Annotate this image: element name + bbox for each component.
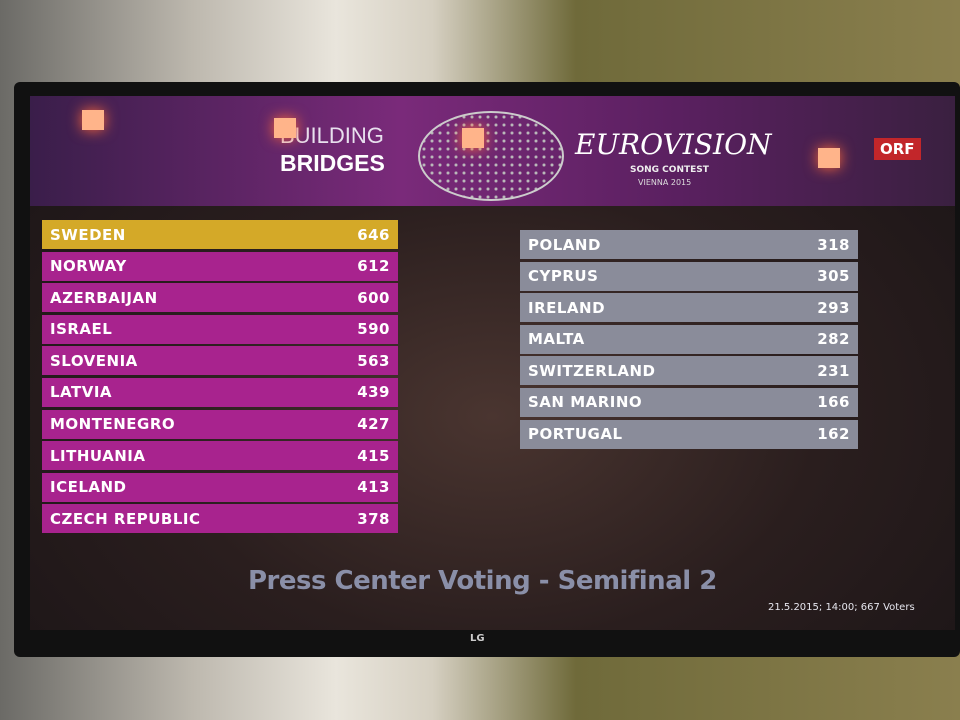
table-row: NORWAY 612 [42, 251, 398, 281]
table-row: SWEDEN 646 [42, 220, 398, 249]
country: SWITZERLAND [528, 361, 656, 380]
table-row: LATVIA 439 [42, 377, 398, 407]
orf-logo: ORF [874, 138, 921, 160]
table-row: MONTENEGRO 427 [42, 409, 398, 439]
country: SAN MARINO [528, 393, 643, 412]
score: 563 [357, 351, 390, 370]
score: 427 [357, 415, 390, 434]
table-row: POLAND 318 [520, 230, 858, 259]
country: NORWAY [50, 257, 127, 276]
table-row: MALTA 282 [520, 324, 858, 354]
country: SLOVENIA [50, 351, 138, 370]
score: 293 [817, 298, 850, 317]
score: 590 [357, 320, 390, 339]
footer-meta: 21.5.2015; 14:00; 667 Voters [768, 602, 915, 613]
song-contest-text: SONG CONTEST [630, 165, 709, 175]
heart-globe-logo [418, 111, 564, 201]
country: MONTENEGRO [50, 415, 176, 434]
country: CYPRUS [528, 267, 599, 286]
table-row: LITHUANIA 415 [42, 441, 398, 471]
table-row: IRELAND 293 [520, 293, 858, 323]
country: LATVIA [50, 383, 113, 402]
table-row: ICELAND 413 [42, 472, 398, 502]
building-text: BUILDING [280, 123, 384, 148]
score: 231 [817, 361, 850, 380]
score: 612 [357, 257, 390, 276]
right-results-table: POLAND 318 CYPRUS 305 IRELAND 293 MALTA 282 … [520, 230, 858, 451]
table-row: SLOVENIA 563 [42, 346, 398, 376]
bridges-text: BRIDGES [280, 150, 385, 176]
eurovision-logo: EUROVISION [575, 128, 772, 161]
table-row: SAN MARINO 166 [520, 387, 858, 417]
country: ISRAEL [50, 320, 113, 339]
tv-brand-logo: LG [470, 633, 485, 644]
country: PORTUGAL [528, 425, 623, 444]
country: MALTA [528, 330, 585, 349]
table-row: ISRAEL 590 [42, 314, 398, 344]
score: 600 [357, 288, 390, 307]
score: 162 [817, 425, 850, 444]
light-reflection [462, 128, 484, 148]
country: AZERBAIJAN [50, 288, 158, 307]
country: ICELAND [50, 478, 127, 497]
country: CZECH REPUBLIC [50, 509, 201, 528]
table-row: AZERBAIJAN 600 [42, 283, 398, 313]
left-results-table: SWEDEN 646 NORWAY 612 AZERBAIJAN 600 ISRAEL… [42, 220, 398, 536]
country: LITHUANIA [50, 446, 146, 465]
table-row: SWITZERLAND 231 [520, 356, 858, 386]
light-reflection [82, 110, 104, 130]
footer-title: Press Center Voting - Semifinal 2 [248, 566, 717, 596]
table-row: CZECH REPUBLIC 378 [42, 504, 398, 534]
score: 282 [817, 330, 850, 349]
score: 413 [357, 478, 390, 497]
table-row: PORTUGAL 162 [520, 419, 858, 449]
score: 166 [817, 393, 850, 412]
table-row: CYPRUS 305 [520, 261, 858, 291]
score: 378 [357, 509, 390, 528]
country: IRELAND [528, 298, 606, 317]
vienna-text: VIENNA 2015 [638, 178, 692, 187]
tv-screen: BUILDING BRIDGES EUROVISION SONG CONTEST… [30, 96, 955, 630]
score: 646 [357, 225, 390, 244]
score: 318 [817, 235, 850, 254]
score: 439 [357, 383, 390, 402]
score: 305 [817, 267, 850, 286]
score: 415 [357, 446, 390, 465]
light-reflection [818, 148, 840, 168]
country: POLAND [528, 235, 601, 254]
light-reflection [274, 118, 296, 138]
country: SWEDEN [50, 225, 126, 244]
